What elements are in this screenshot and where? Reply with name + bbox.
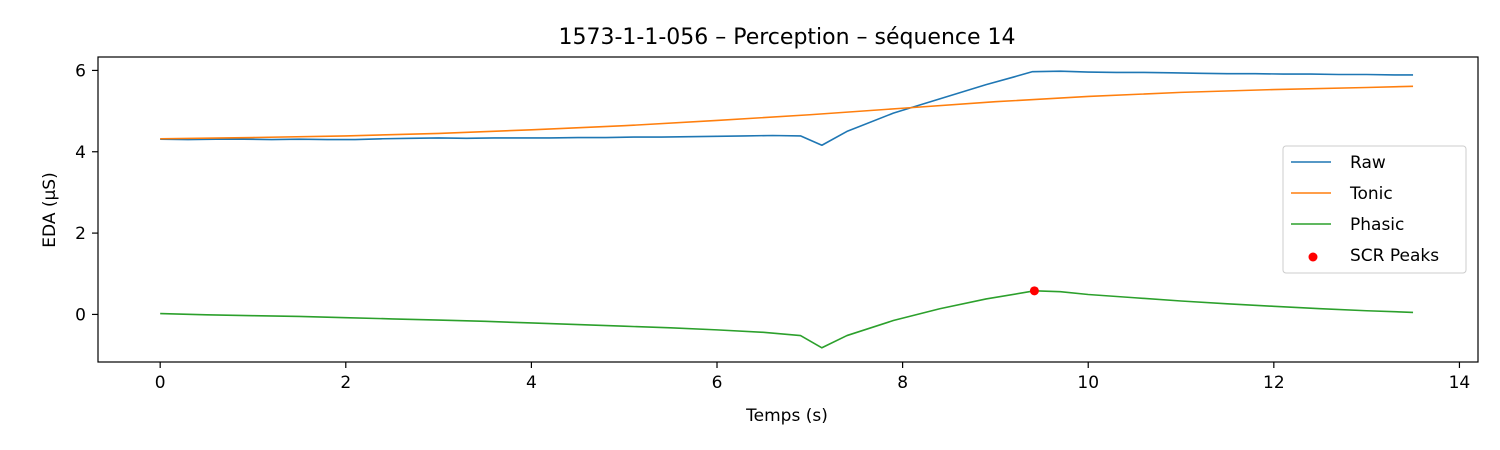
x-tick-label: 8 bbox=[897, 373, 908, 393]
phasic-line bbox=[160, 290, 1414, 349]
y-axis: 0 2 4 6 bbox=[75, 61, 98, 325]
y-tick-label: 0 bbox=[75, 305, 86, 325]
points-layer bbox=[1029, 286, 1039, 296]
series-layer bbox=[160, 70, 1414, 349]
raw-line bbox=[160, 70, 1414, 147]
tonic-line bbox=[160, 85, 1414, 140]
y-axis-label: EDA (µS) bbox=[40, 172, 60, 247]
y-tick-label: 2 bbox=[75, 224, 86, 244]
y-tick-label: 6 bbox=[75, 61, 86, 81]
x-tick-label: 6 bbox=[712, 373, 723, 393]
chart-title: 1573-1-1-056 – Perception – séquence 14 bbox=[558, 25, 1015, 50]
x-tick-label: 0 bbox=[155, 373, 166, 393]
x-tick-label: 14 bbox=[1449, 373, 1471, 393]
legend: Raw Tonic Phasic SCR Peaks bbox=[1282, 145, 1467, 274]
x-tick-label: 4 bbox=[526, 373, 537, 393]
plot-frame bbox=[97, 56, 1479, 363]
legend-label-scr-peaks: SCR Peaks bbox=[1350, 246, 1439, 266]
legend-label-tonic: Tonic bbox=[1349, 184, 1393, 204]
x-tick-label: 10 bbox=[1077, 373, 1099, 393]
x-tick-label: 12 bbox=[1263, 373, 1285, 393]
legend-marker-scr-peaks bbox=[1308, 252, 1318, 262]
x-tick-label: 2 bbox=[340, 373, 351, 393]
legend-label-raw: Raw bbox=[1350, 153, 1386, 173]
scr-peaks-point bbox=[1029, 286, 1039, 296]
y-tick-label: 4 bbox=[75, 143, 86, 163]
x-axis: 0 2 4 6 8 10 12 14 bbox=[155, 362, 1470, 393]
legend-box bbox=[1282, 145, 1467, 274]
x-axis-label: Temps (s) bbox=[745, 406, 828, 426]
legend-label-phasic: Phasic bbox=[1350, 215, 1404, 235]
